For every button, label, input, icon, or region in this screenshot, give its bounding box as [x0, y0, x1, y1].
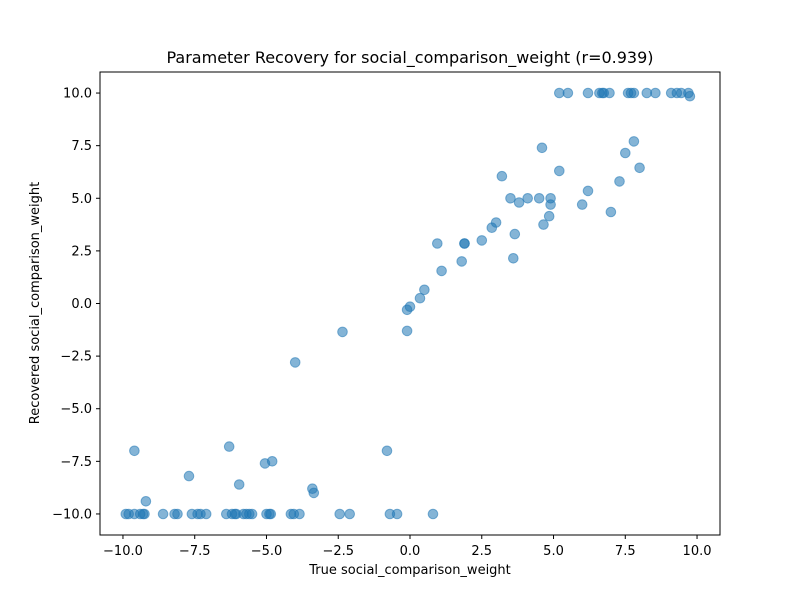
- data-point: [200, 508, 212, 520]
- data-point: [294, 508, 305, 520]
- y-tick-label: 2.5: [71, 244, 92, 259]
- x-tick-label: −2.5: [322, 544, 354, 559]
- x-tick-label: 0.0: [400, 544, 421, 559]
- data-point: [533, 193, 545, 204]
- data-point: [289, 357, 301, 368]
- data-point: [436, 265, 447, 277]
- data-point: [404, 301, 416, 313]
- data-point: [246, 508, 258, 520]
- data-point: [545, 193, 556, 204]
- data-point: [490, 217, 502, 228]
- x-tick-label: −7.5: [179, 544, 211, 559]
- data-points: [120, 87, 696, 520]
- data-point: [381, 445, 393, 457]
- data-point: [139, 508, 150, 520]
- y-axis-ticks: −10.0 −7.5 −5.0 −2.5 0.0 2.5 5.0 7.5 10.0: [52, 87, 100, 522]
- plot-frame: [99, 71, 721, 536]
- x-axis-ticks: −10.0 −7.5 −5.0 −2.5 0.0 2.5 5.0 7.5 10.0: [103, 535, 712, 559]
- data-point: [476, 235, 488, 246]
- data-point: [536, 142, 548, 154]
- data-point: [265, 508, 277, 520]
- y-axis-label: Recovered social_comparison_weight: [28, 182, 43, 424]
- data-point: [129, 445, 140, 457]
- data-point: [140, 496, 152, 507]
- data-point: [576, 199, 588, 210]
- y-tick-label: −10.0: [52, 507, 92, 522]
- y-tick-label: −7.5: [60, 455, 92, 470]
- data-point: [628, 136, 640, 147]
- y-tick-label: 0.0: [71, 297, 92, 312]
- data-point: [233, 479, 245, 490]
- data-point: [496, 170, 508, 182]
- data-point: [634, 162, 645, 174]
- data-point: [605, 206, 617, 218]
- y-tick-label: −5.0: [60, 402, 92, 417]
- data-point: [538, 219, 549, 230]
- data-point: [684, 90, 696, 102]
- data-point: [582, 185, 594, 197]
- data-point: [172, 508, 183, 520]
- x-tick-label: 10.0: [683, 544, 712, 559]
- data-point: [614, 176, 625, 187]
- data-point: [513, 197, 525, 208]
- data-point: [308, 487, 320, 499]
- y-tick-label: 5.0: [71, 192, 92, 207]
- data-point: [554, 165, 565, 177]
- data-point: [344, 508, 356, 520]
- data-point: [459, 238, 470, 249]
- data-point: [427, 508, 439, 520]
- x-tick-label: −5.0: [251, 544, 283, 559]
- data-point: [223, 441, 235, 452]
- data-point: [509, 228, 521, 240]
- data-point: [508, 252, 519, 264]
- data-point: [582, 87, 594, 99]
- data-point: [505, 193, 516, 204]
- data-point: [334, 508, 346, 520]
- data-point: [650, 87, 661, 99]
- data-point: [604, 87, 615, 99]
- x-tick-label: 7.5: [615, 544, 636, 559]
- data-point: [543, 210, 555, 222]
- x-tick-label: 5.0: [543, 544, 564, 559]
- x-tick-label: 2.5: [471, 544, 492, 559]
- data-point: [337, 326, 348, 338]
- data-point: [456, 256, 468, 267]
- y-tick-label: 10.0: [63, 87, 92, 102]
- data-point: [401, 325, 413, 337]
- data-point: [266, 456, 278, 467]
- data-point: [620, 147, 631, 159]
- chart-title: Parameter Recovery for social_comparison…: [166, 48, 653, 68]
- y-tick-label: 7.5: [71, 139, 92, 154]
- data-point: [562, 87, 574, 99]
- data-point: [628, 87, 640, 99]
- data-point: [522, 193, 534, 204]
- data-point: [432, 238, 443, 249]
- data-point: [419, 284, 430, 296]
- data-point: [414, 292, 426, 304]
- y-tick-label: −2.5: [60, 350, 92, 365]
- x-axis-label: True social_comparison_weight: [308, 563, 511, 578]
- data-point: [157, 508, 169, 520]
- data-point: [183, 470, 195, 482]
- data-point: [391, 508, 403, 520]
- x-tick-label: −10.0: [103, 544, 143, 559]
